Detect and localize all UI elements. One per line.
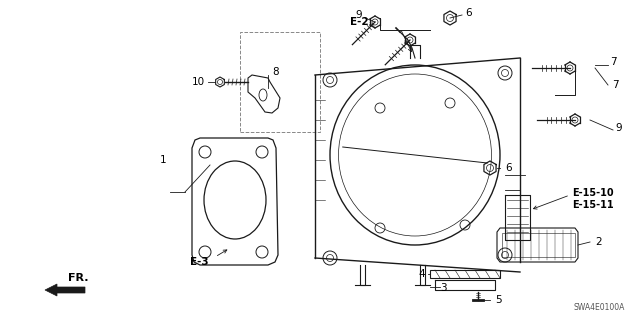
Bar bbox=[502, 233, 575, 257]
Text: 8: 8 bbox=[272, 67, 278, 77]
Text: E-15-11: E-15-11 bbox=[572, 200, 614, 210]
Text: 3: 3 bbox=[440, 283, 447, 293]
Text: SWA4E0100A: SWA4E0100A bbox=[573, 303, 625, 312]
Text: E-2: E-2 bbox=[350, 17, 369, 27]
Text: 2: 2 bbox=[595, 237, 602, 247]
Text: 5: 5 bbox=[495, 295, 502, 305]
Text: 1: 1 bbox=[160, 155, 166, 165]
Text: 7: 7 bbox=[612, 80, 619, 90]
FancyArrow shape bbox=[45, 284, 85, 296]
Text: 6: 6 bbox=[465, 8, 472, 18]
Text: 4: 4 bbox=[418, 269, 424, 279]
Bar bbox=[240, 32, 320, 132]
Text: 9: 9 bbox=[615, 123, 621, 133]
Text: 9: 9 bbox=[355, 10, 362, 20]
Text: 6: 6 bbox=[505, 163, 511, 173]
Text: E-15-10: E-15-10 bbox=[572, 188, 614, 198]
Text: 10: 10 bbox=[192, 77, 205, 87]
Text: 7: 7 bbox=[610, 57, 616, 67]
Text: FR.: FR. bbox=[68, 273, 88, 283]
Text: E-3: E-3 bbox=[190, 257, 209, 267]
